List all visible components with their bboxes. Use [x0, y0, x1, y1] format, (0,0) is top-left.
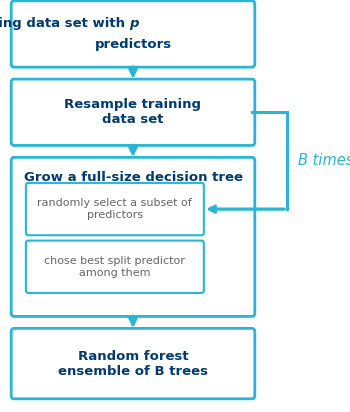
Text: Resample training
data set: Resample training data set	[64, 98, 202, 126]
Text: chose best split predictor
among them: chose best split predictor among them	[44, 256, 185, 278]
Text: B times: B times	[298, 153, 350, 168]
Text: randomly select a subset of
predictors: randomly select a subset of predictors	[37, 198, 192, 220]
Text: Random forest
ensemble of B trees: Random forest ensemble of B trees	[58, 350, 208, 377]
Text: predictors: predictors	[94, 38, 172, 51]
FancyBboxPatch shape	[11, 1, 255, 67]
Bar	[252, 112, 287, 209]
FancyBboxPatch shape	[26, 183, 204, 235]
Text: Training data set with: Training data set with	[0, 17, 130, 30]
FancyBboxPatch shape	[11, 328, 255, 399]
FancyBboxPatch shape	[26, 241, 204, 293]
Text: p: p	[130, 17, 139, 30]
FancyBboxPatch shape	[11, 157, 255, 316]
FancyBboxPatch shape	[11, 79, 255, 145]
Text: Grow a full-size decision tree: Grow a full-size decision tree	[23, 171, 243, 184]
